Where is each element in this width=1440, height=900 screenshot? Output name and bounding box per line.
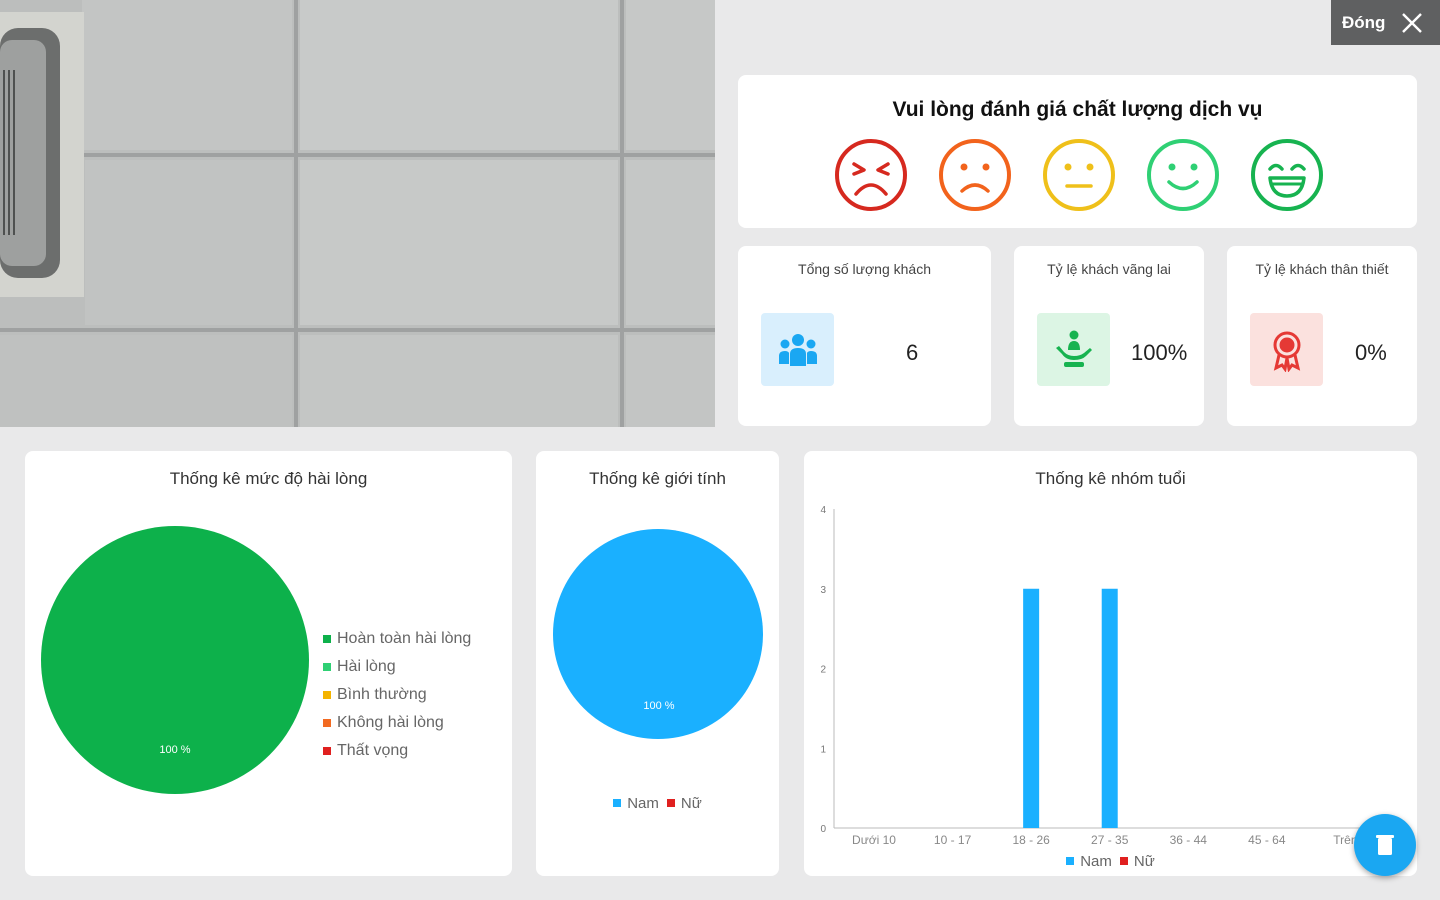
bar-nam [1023,588,1040,828]
loyal-rate-card: Tỷ lệ khách thân thiết 0% [1227,246,1417,426]
close-button[interactable]: Đóng [1331,0,1440,45]
person-hands-icon [1037,313,1110,386]
total-customers-value: 6 [906,340,919,365]
legend-label: Hài lòng [337,658,396,675]
x-tick-label: 27 - 35 [1091,833,1129,847]
trash-icon [1376,835,1394,855]
walkin-rate-card: Tỷ lệ khách vãng lai 100% [1014,246,1204,426]
x-tick-label: Trên [1333,833,1357,847]
age-legend: Nam Nữ [804,847,1417,875]
legend-item: Nữ [666,789,702,817]
pie-slice-label: 100 % [643,700,674,712]
legend-item: Hoàn toàn hài lòng [323,625,471,653]
legend-item: Nam [1066,847,1112,875]
legend-swatch [666,799,675,807]
gender-chart-card: Thống kê giới tính 100 % Nam Nữ [536,451,779,876]
legend-item: Không hài lòng [323,709,471,737]
x-tick-label: 18 - 26 [1012,833,1050,847]
legend-swatch [1119,857,1128,865]
legend-label: Thất vọng [337,742,409,759]
x-tick-label: Dưới 10 [852,833,896,847]
very-satisfied-face-icon[interactable] [1250,138,1324,212]
legend-item: Nam [613,789,659,817]
age-chart-card: Thống kê nhóm tuổi 0 1 2 3 4 Dưới 10 10 - 17 18… [804,451,1417,876]
pie-slice-label: 100 % [159,744,190,756]
y-tick-label: 0 [820,824,826,835]
satisfaction-legend: Hoàn toàn hài lòng Hài lòng Bình thường Khô… [323,625,471,765]
legend-label: Hoàn toàn hài lòng [337,630,472,647]
legend-item: Thất vọng [323,737,471,765]
legend-label: Nữ [680,794,702,812]
legend-swatch [323,691,331,699]
satisfaction-chart-card: Thống kê mức độ hài lòng 100 % Hoàn toàn… [25,451,512,876]
legend-swatch [323,663,331,671]
legend-label: Nam [627,794,659,812]
walkin-rate-title: Tỷ lệ khách vãng lai [1047,261,1171,277]
clear-button[interactable] [1354,814,1416,876]
y-tick-label: 4 [820,505,826,516]
gender-pie: 100 % [553,529,763,739]
pie-slice-nam [553,529,763,739]
neutral-face-icon[interactable] [1042,138,1116,212]
satisfaction-pie: 100 % [41,526,309,794]
loyal-rate-value: 0% [1355,340,1387,365]
age-bar-chart: 0 1 2 3 4 Dưới 10 10 - 17 18 - 26 27 - 35 36 - 44… [820,505,1404,847]
legend-swatch [323,719,331,727]
legend-label: Nam [1080,852,1112,870]
legend-swatch [1066,857,1075,865]
total-customers-card: Tổng số lượng khách 6 [738,246,991,426]
loyal-rate-title: Tỷ lệ khách thân thiết [1255,261,1389,277]
y-tick-label: 1 [820,744,826,755]
x-tick-label: 36 - 44 [1170,833,1208,847]
rating-card: Vui lòng đánh giá chất lượng dịch vụ [738,75,1417,228]
walkin-rate-value: 100% [1131,340,1188,365]
close-label: Đóng [1342,12,1386,32]
satisfaction-chart-title: Thống kê mức độ hài lòng [169,469,368,488]
dissatisfied-face-icon[interactable] [938,138,1012,212]
award-icon [1250,313,1323,386]
bar-nam [1101,588,1118,828]
satisfied-face-icon[interactable] [1146,138,1220,212]
total-customers-title: Tổng số lượng khách [798,261,931,277]
legend-item: Hài lòng [323,653,471,681]
legend-swatch [613,799,622,807]
gender-chart-title: Thống kê giới tính [589,469,726,488]
y-tick-label: 2 [820,665,826,676]
gender-legend: Nam Nữ [536,789,779,817]
very-dissatisfied-face-icon[interactable] [834,138,908,212]
legend-item: Bình thường [323,681,471,709]
legend-label: Nữ [1133,852,1155,870]
age-chart-title: Thống kê nhóm tuổi [1035,469,1186,488]
x-tick-label: 45 - 64 [1248,833,1286,847]
legend-swatch [323,747,331,755]
pie-slice-hoan-toan-hai-long [41,526,309,794]
group-icon [761,313,834,386]
rating-faces [834,138,1324,212]
legend-label: Không hài lòng [337,714,444,731]
legend-swatch [323,635,331,643]
rating-title: Vui lòng đánh giá chất lượng dịch vụ [892,98,1263,121]
legend-label: Bình thường [337,686,427,703]
legend-item: Nữ [1119,847,1155,875]
camera-preview [0,0,715,427]
close-icon [1401,12,1423,34]
x-tick-label: 10 - 17 [934,833,972,847]
y-tick-label: 3 [820,585,826,596]
